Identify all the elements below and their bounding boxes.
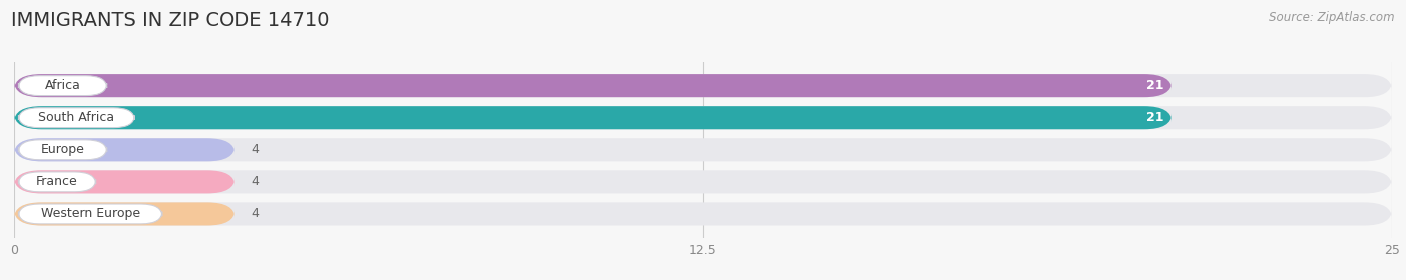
FancyBboxPatch shape <box>14 202 1392 225</box>
FancyBboxPatch shape <box>18 76 107 95</box>
FancyBboxPatch shape <box>14 138 1392 161</box>
FancyBboxPatch shape <box>14 106 1392 129</box>
FancyBboxPatch shape <box>18 172 96 192</box>
FancyBboxPatch shape <box>18 140 107 160</box>
FancyBboxPatch shape <box>14 74 1392 97</box>
Text: 4: 4 <box>252 175 259 188</box>
Text: South Africa: South Africa <box>38 111 114 124</box>
FancyBboxPatch shape <box>14 170 1392 193</box>
Text: IMMIGRANTS IN ZIP CODE 14710: IMMIGRANTS IN ZIP CODE 14710 <box>11 11 330 30</box>
FancyBboxPatch shape <box>14 106 1171 129</box>
Text: 4: 4 <box>252 207 259 220</box>
Text: 21: 21 <box>1146 111 1163 124</box>
Text: Africa: Africa <box>45 79 80 92</box>
Text: France: France <box>37 175 77 188</box>
FancyBboxPatch shape <box>18 108 134 128</box>
Text: Western Europe: Western Europe <box>41 207 139 220</box>
Text: Europe: Europe <box>41 143 84 156</box>
Text: 4: 4 <box>252 143 259 156</box>
FancyBboxPatch shape <box>14 138 235 161</box>
FancyBboxPatch shape <box>14 74 1171 97</box>
FancyBboxPatch shape <box>14 202 235 225</box>
Text: 21: 21 <box>1146 79 1163 92</box>
FancyBboxPatch shape <box>14 170 235 193</box>
Text: Source: ZipAtlas.com: Source: ZipAtlas.com <box>1270 11 1395 24</box>
FancyBboxPatch shape <box>18 204 162 224</box>
